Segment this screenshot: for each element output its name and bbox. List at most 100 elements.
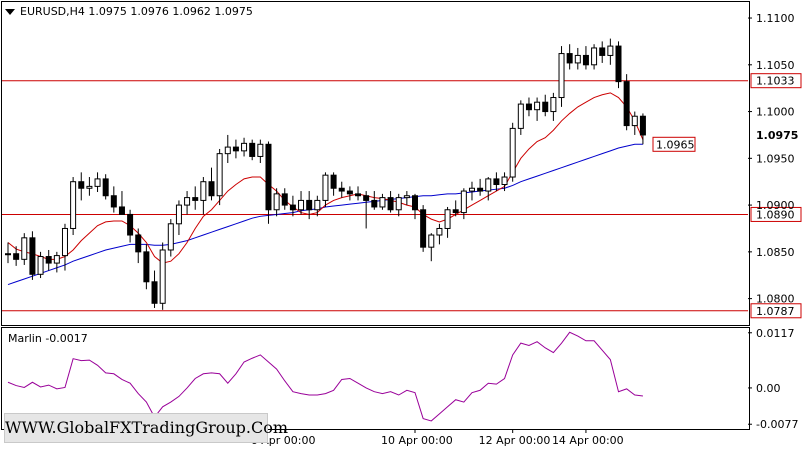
candle-body-down [387,197,394,211]
candle-body-down [452,209,459,214]
candle-body-up [574,54,581,64]
candle-body-down [208,181,215,197]
oscillator-pane-frame [1,327,750,430]
candle-body-down [623,81,630,127]
main-pane-frame [1,1,750,326]
candle-body-down [566,53,573,64]
candle-body-down [78,181,85,189]
candle-body-up [379,197,386,208]
candle-body-down [102,178,109,197]
candle-body-up [200,181,207,201]
ma-fast-label: 1.0965 [656,138,695,151]
candle-body-down [289,204,296,211]
candle-body-up [5,253,11,256]
candle-body-down [127,213,134,236]
candle-body-up [298,199,305,211]
candle-body-up [591,47,598,66]
candle-body-up [61,227,68,257]
time-tick-label: 12 Apr 00:00 [479,434,551,447]
candle-body-up [550,97,557,113]
candle-body-down [542,101,549,113]
oscillator-path [7,331,643,422]
candle-body-down [330,174,337,189]
candle-body-down [371,199,378,208]
candle-body-down [639,115,646,136]
time-tick-label: 14 Apr 00:00 [552,434,624,447]
price-tick-label: 1.0850 [756,246,795,259]
level-label-box [750,303,802,319]
candle-body-up [314,199,321,211]
candle-body-up [37,256,44,275]
candle-body-up [444,209,451,229]
candle-body-up [21,237,28,260]
candle-body-down [249,142,256,157]
candle-body-down [615,45,622,83]
current-price-box [751,127,801,142]
candle-body-up [273,193,280,211]
candle-body-up [175,204,182,225]
candle-body-down [355,193,362,197]
level-label-box [750,73,802,89]
candle-body-up [517,103,524,129]
candle-body-down [192,197,199,201]
current-price-label: 1.0975 [756,129,798,142]
price-tick-label: 1.0950 [756,152,795,165]
candle-body-up [224,146,231,155]
chart-header: EURUSD,H4 1.0975 1.0976 1.0962 1.0975 [20,5,253,18]
candle-body-up [184,197,191,206]
candle-body-up [167,223,174,251]
candle-body-down [412,195,418,211]
candle-body-down [143,251,150,283]
price-tick-label: 1.1100 [756,12,795,25]
oscillator-tick-label: -0.0077 [756,418,798,431]
candle-body-down [29,237,36,275]
candle-body-down [151,281,158,304]
level-label-box [750,206,802,222]
candle-body-up [534,101,541,111]
level-label: 1.1033 [756,75,795,88]
candle-body-down [338,187,345,192]
dropdown-triangle-icon[interactable] [5,9,15,15]
candle-body-up [86,185,93,189]
candle-body-down [281,193,288,206]
price-axis: 1.1100 1.1050 1.1000 1.0950 1.0900 1.0850 1.08… [748,12,795,306]
price-tick-label: 1.1000 [756,106,795,119]
candle-body-down [13,253,20,260]
candle-body-down [477,187,484,192]
candle-body-down [599,47,606,56]
candle-body-down [493,178,500,186]
candle-body-up [159,249,166,304]
candle-body-down [346,190,353,195]
candle-body-down [265,143,272,211]
price-tick-label: 1.0900 [756,199,795,212]
candle-body-down [110,195,117,208]
candle-body-up [501,176,508,186]
candle-body-up [460,190,467,214]
time-tick-label: 10 Apr 00:00 [381,434,453,447]
candle-body-up [428,234,435,248]
candle-body-down [45,256,52,264]
price-tick-label: 1.0800 [756,293,795,306]
candle-body-up [558,53,565,99]
watermark: WWW.GlobalFXTradingGroup.Com [4,413,288,443]
ma-fast-label-box [652,136,696,152]
candle-body-up [509,127,516,178]
oscillator: 0.0117 0.00 -0.0077 [7,327,798,431]
candle-body-up [631,115,638,127]
candles [5,38,646,310]
candle-body-down [135,234,142,253]
candle-body-up [468,187,475,192]
price-tick-label: 1.1050 [756,59,795,72]
candle-body-up [436,227,443,236]
candle-body-up [53,255,60,264]
candle-body-down [232,146,239,152]
candle-body-up [70,181,77,229]
horizontal-levels: 1.1033 1.0890 1.0787 1.0975 1.0965 [2,73,802,319]
candle-body-up [403,195,410,199]
oscillator-tick-label: 0.0117 [756,327,795,340]
candle-body-up [322,174,329,201]
candle-body-up [216,153,223,197]
candle-body-up [607,45,614,56]
